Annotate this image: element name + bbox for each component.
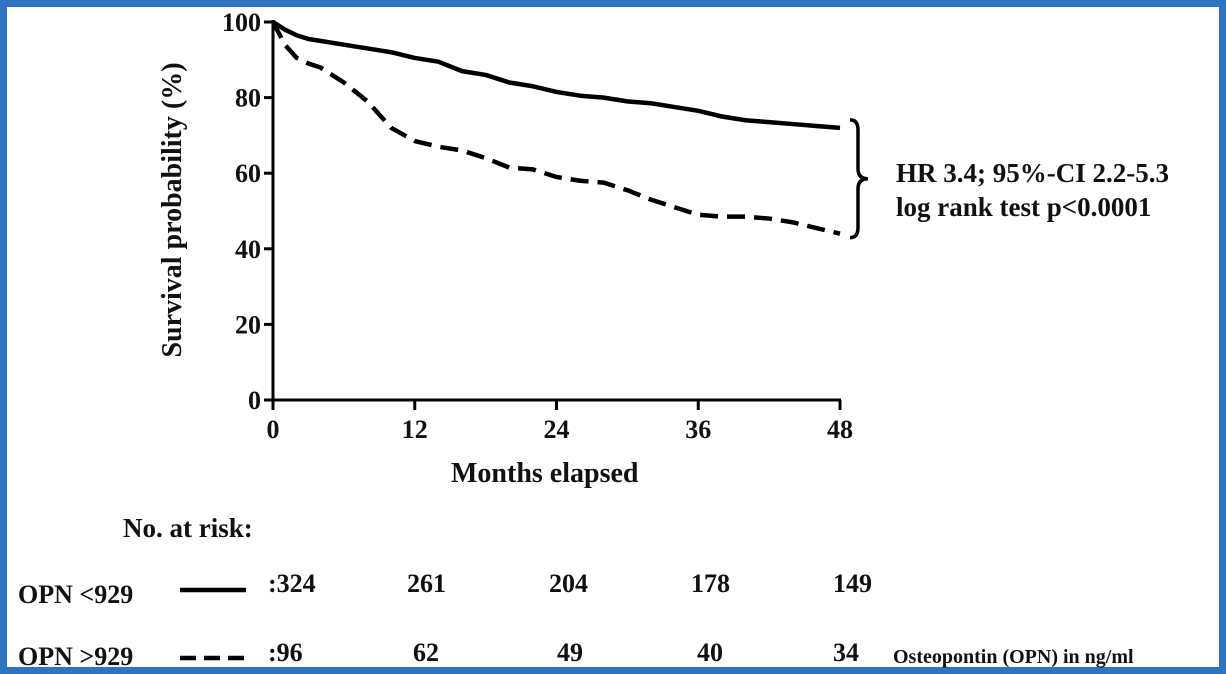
risk-low-t24: 204 — [549, 569, 588, 598]
chart-axes: 0 20 40 60 80 100 0 12 24 36 48 — [222, 8, 853, 444]
risk-high-t36: 40 — [697, 638, 723, 667]
x-axis-label: Months elapsed — [451, 458, 639, 489]
x-tick-label: 0 — [267, 415, 280, 444]
risk-legend-lines — [180, 587, 250, 661]
units-note: Osteopontin (OPN) in ng/ml — [893, 646, 1134, 668]
series-line-opn-low — [271, 20, 841, 131]
chart-curves — [271, 20, 841, 236]
x-tick-label: 36 — [685, 415, 711, 444]
y-axis-label: Survival probability (%) — [157, 62, 188, 358]
hazard-ratio-text: HR 3.4; 95%-CI 2.2-5.3 — [896, 158, 1169, 188]
y-tick-label: 100 — [222, 8, 261, 37]
risk-low-t36: 178 — [691, 569, 730, 598]
risk-table-title: No. at risk: — [123, 513, 253, 543]
y-tick-label: 80 — [235, 84, 261, 113]
y-tick-label: 0 — [248, 386, 261, 415]
risk-high-t24: 49 — [557, 638, 583, 667]
x-tick-label: 24 — [544, 415, 570, 444]
risk-low-t48: 149 — [833, 569, 872, 598]
log-rank-text: log rank test p<0.0001 — [896, 192, 1152, 222]
risk-low-t0: :324 — [268, 569, 316, 598]
x-tick-label: 48 — [827, 415, 853, 444]
y-tick-label: 20 — [235, 310, 261, 339]
risk-high-t0: :96 — [268, 638, 303, 667]
x-tick-label: 12 — [402, 415, 428, 444]
y-tick-label: 60 — [235, 159, 261, 188]
risk-high-t12: 62 — [413, 638, 439, 667]
series-line-opn-high — [271, 20, 841, 236]
y-tick-label: 40 — [235, 235, 261, 264]
risk-low-t12: 261 — [407, 569, 446, 598]
curly-bracket — [849, 118, 869, 240]
risk-row-label-high: OPN >929 — [18, 642, 134, 671]
annotation-bracket — [849, 118, 869, 240]
risk-high-t48: 34 — [833, 638, 859, 667]
risk-row-label-low: OPN <929 — [18, 580, 134, 609]
